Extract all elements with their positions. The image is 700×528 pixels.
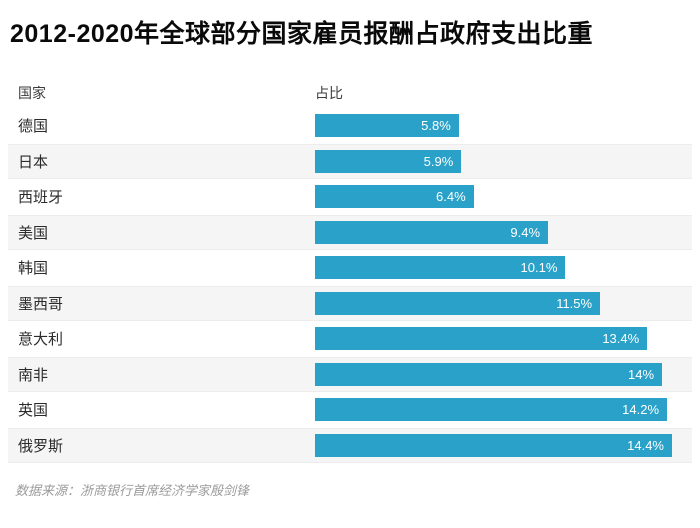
table-row: 韩国 10.1%	[8, 250, 692, 286]
country-label: 意大利	[18, 331, 64, 349]
bar: 13.4%	[315, 327, 648, 351]
bar-value-label: 5.9%	[423, 153, 454, 169]
bar-track: 13.4%	[315, 327, 672, 351]
data-source-note: 数据来源：浙商银行首席经济学家殷剑锋	[15, 483, 250, 498]
bar-track: 11.5%	[315, 291, 672, 315]
table-row: 美国 9.4%	[8, 214, 692, 250]
bar-chart-table: 国家 占比 德国 5.8% 日本 5.9% 西班牙 6.4% 美国 9.4% 韩国 10.1% 墨西…	[8, 78, 692, 463]
bar-value-label: 6.4%	[436, 189, 466, 205]
chart-title: 2012-2020年全球部分国家雇员报酬占政府支出比重	[10, 20, 594, 48]
table-row: 南非 14%	[8, 356, 692, 392]
table-body: 德国 5.8% 日本 5.9% 西班牙 6.4% 美国 9.4% 韩国 10.1% 墨西哥 11.5%…	[8, 108, 692, 463]
bar-track: 10.1%	[315, 256, 672, 280]
bar-value-label: 14.4%	[627, 437, 664, 453]
country-label: 韩国	[18, 260, 49, 278]
bar-track: 6.4%	[315, 185, 672, 209]
table-row: 俄罗斯 14.4%	[8, 427, 692, 463]
column-header-country: 国家	[18, 85, 46, 101]
chart-page: 2012-2020年全球部分国家雇员报酬占政府支出比重 国家 占比 德国 5.8%…	[0, 19, 700, 528]
country-label: 南非	[18, 366, 49, 384]
bar-value-label: 14%	[628, 366, 655, 382]
bar: 10.1%	[315, 256, 566, 280]
bar-value-label: 10.1%	[520, 260, 558, 276]
bar: 11.5%	[315, 291, 601, 315]
bar-track: 9.4%	[315, 220, 672, 244]
country-label: 日本	[18, 153, 49, 171]
table-row: 意大利 13.4%	[8, 321, 692, 357]
bar-value-label: 14.2%	[622, 402, 660, 418]
country-label: 德国	[18, 118, 49, 136]
country-label: 俄罗斯	[18, 437, 64, 455]
bar: 14.2%	[315, 398, 668, 422]
bar-value-label: 5.8%	[421, 118, 451, 134]
column-header-share: 占比	[315, 85, 343, 101]
table-row: 德国 5.8%	[8, 108, 692, 144]
country-label: 西班牙	[18, 189, 64, 207]
table-header-row: 国家 占比	[8, 78, 692, 108]
table-row: 西班牙 6.4%	[8, 179, 692, 215]
table-row: 墨西哥 11.5%	[8, 285, 692, 321]
bar-track: 5.9%	[315, 149, 672, 173]
country-label: 墨西哥	[18, 295, 64, 313]
bar-value-label: 13.4%	[602, 331, 640, 347]
bar: 14%	[315, 362, 663, 386]
bar: 6.4%	[315, 185, 474, 209]
bar: 5.8%	[315, 114, 459, 138]
bar: 5.9%	[315, 149, 462, 173]
bar-value-label: 9.4%	[510, 224, 541, 240]
bar-track: 14.4%	[315, 433, 672, 457]
country-label: 美国	[18, 224, 49, 242]
bar: 9.4%	[315, 220, 549, 244]
bar-track: 14.2%	[315, 398, 672, 422]
bar: 14.4%	[315, 433, 672, 457]
country-label: 英国	[18, 402, 49, 420]
table-row: 日本 5.9%	[8, 143, 692, 179]
bar-track: 14%	[315, 362, 672, 386]
table-row: 英国 14.2%	[8, 392, 692, 428]
bar-value-label: 11.5%	[556, 295, 593, 311]
bar-track: 5.8%	[315, 114, 672, 138]
